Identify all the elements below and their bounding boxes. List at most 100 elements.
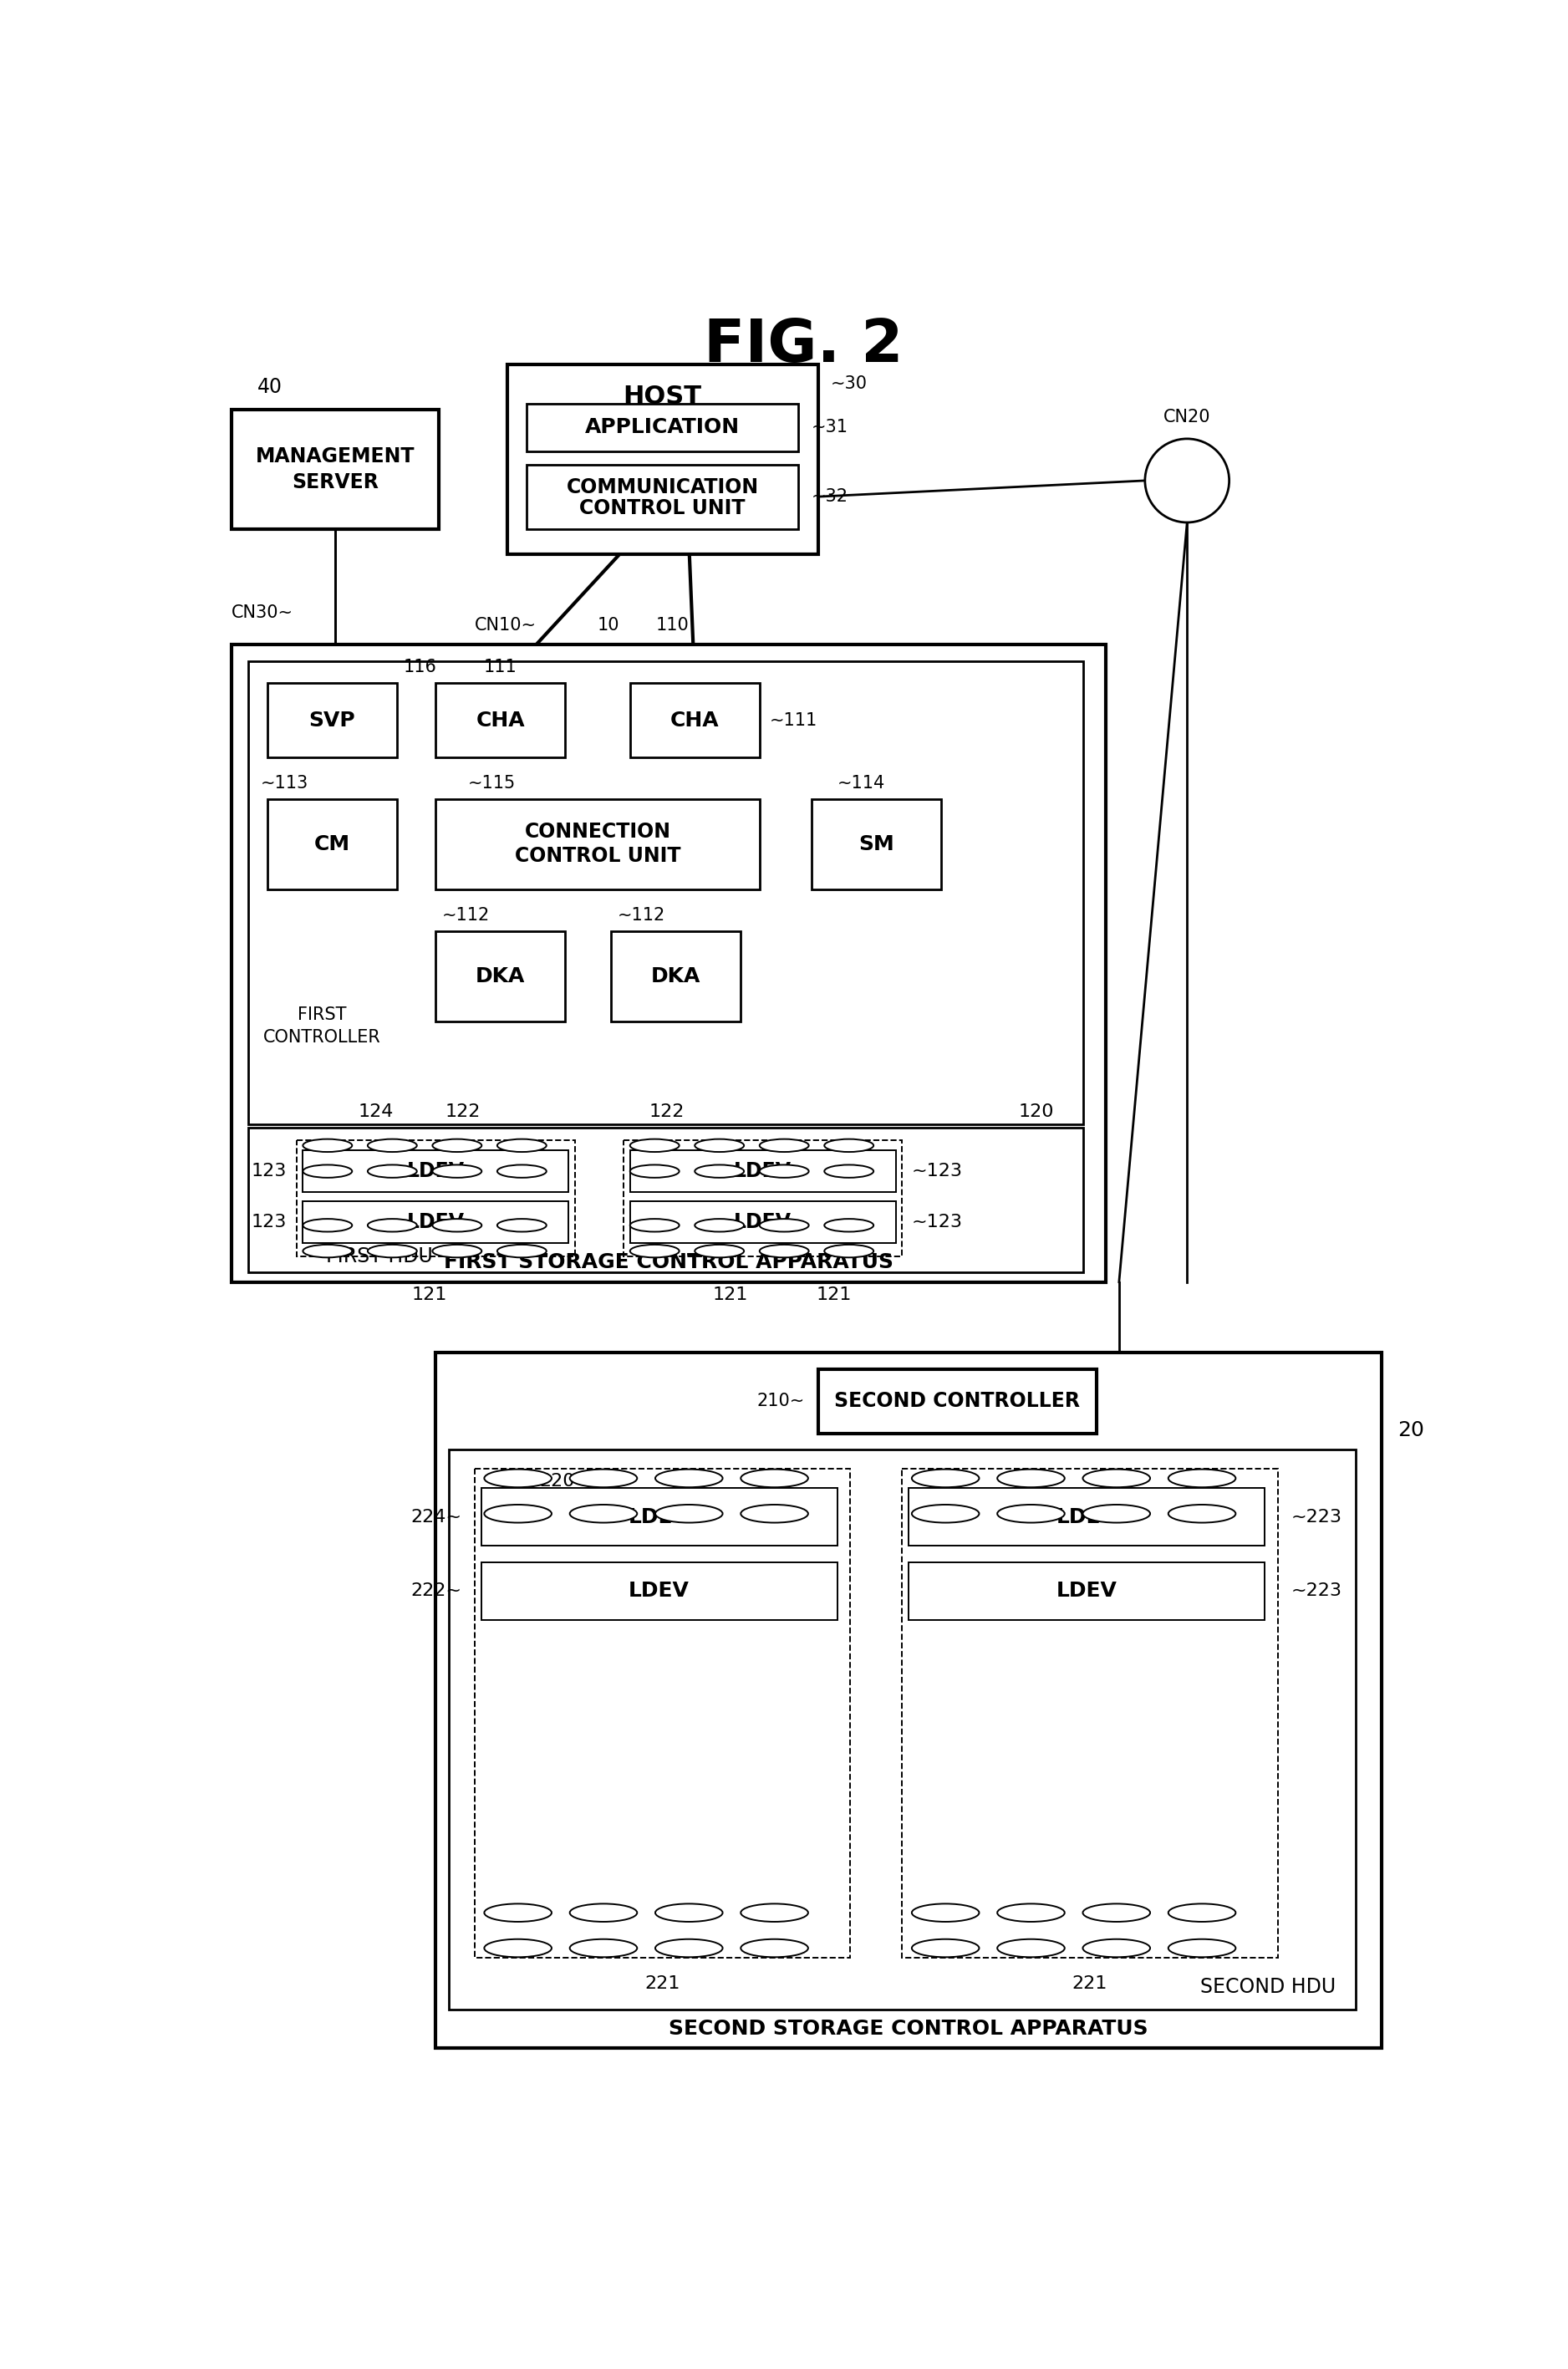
- Ellipse shape: [1083, 1504, 1151, 1523]
- Text: CM: CM: [314, 834, 350, 855]
- Ellipse shape: [497, 1139, 546, 1151]
- Ellipse shape: [759, 1166, 809, 1177]
- Text: CN10~: CN10~: [475, 616, 536, 635]
- Ellipse shape: [569, 1905, 637, 1921]
- Bar: [436, 682, 564, 758]
- Text: ~223: ~223: [1290, 1509, 1342, 1526]
- Text: 221: 221: [644, 1976, 681, 1992]
- Ellipse shape: [485, 1940, 552, 1957]
- Ellipse shape: [569, 1504, 637, 1523]
- Ellipse shape: [1168, 1504, 1236, 1523]
- Text: 110: 110: [655, 616, 688, 635]
- Ellipse shape: [825, 1220, 873, 1232]
- Ellipse shape: [825, 1244, 873, 1258]
- Text: SERVER: SERVER: [292, 471, 379, 493]
- Text: APPLICATION: APPLICATION: [585, 417, 740, 438]
- Ellipse shape: [433, 1220, 481, 1232]
- Text: CHA: CHA: [477, 711, 525, 730]
- Ellipse shape: [433, 1166, 481, 1177]
- Text: 220: 220: [539, 1474, 575, 1490]
- Text: ~123: ~123: [911, 1163, 963, 1180]
- Ellipse shape: [497, 1166, 546, 1177]
- Bar: [232, 410, 439, 528]
- Ellipse shape: [433, 1139, 481, 1151]
- Ellipse shape: [997, 1504, 1065, 1523]
- Text: 121: 121: [411, 1286, 447, 1303]
- Ellipse shape: [303, 1166, 353, 1177]
- Text: LDEV: LDEV: [406, 1161, 464, 1182]
- Text: 116: 116: [403, 659, 436, 675]
- Text: 224~: 224~: [411, 1509, 461, 1526]
- Text: ~112: ~112: [442, 907, 489, 924]
- Text: FIG. 2: FIG. 2: [704, 317, 903, 374]
- Text: ~114: ~114: [837, 775, 884, 791]
- Ellipse shape: [695, 1166, 743, 1177]
- Bar: [436, 1353, 1381, 2047]
- Ellipse shape: [911, 1469, 978, 1488]
- Text: LDEV: LDEV: [734, 1213, 792, 1232]
- Text: 122: 122: [445, 1104, 481, 1121]
- Bar: [303, 1149, 569, 1192]
- Text: CN20: CN20: [1163, 410, 1210, 426]
- Ellipse shape: [367, 1166, 417, 1177]
- Bar: [481, 1488, 837, 1547]
- Text: LDEV: LDEV: [734, 1161, 792, 1182]
- Text: SVP: SVP: [309, 711, 356, 730]
- Text: CONNECTION: CONNECTION: [524, 822, 671, 841]
- Bar: [527, 403, 798, 452]
- Ellipse shape: [303, 1220, 353, 1232]
- Text: 122: 122: [649, 1104, 685, 1121]
- Text: ~31: ~31: [811, 419, 848, 436]
- Bar: [475, 1469, 850, 1957]
- Ellipse shape: [655, 1504, 723, 1523]
- Ellipse shape: [1083, 1940, 1151, 1957]
- Text: 111: 111: [485, 659, 517, 675]
- Circle shape: [1145, 438, 1229, 524]
- Text: ~113: ~113: [260, 775, 309, 791]
- Text: CONTROLLER: CONTROLLER: [263, 1028, 381, 1045]
- Text: ~223: ~223: [1290, 1582, 1342, 1599]
- Ellipse shape: [911, 1905, 978, 1921]
- Bar: [248, 1128, 1083, 1272]
- Bar: [481, 1561, 837, 1620]
- Ellipse shape: [1168, 1940, 1236, 1957]
- Ellipse shape: [740, 1469, 808, 1488]
- Bar: [630, 1149, 895, 1192]
- Ellipse shape: [740, 1940, 808, 1957]
- Ellipse shape: [740, 1504, 808, 1523]
- Text: 210~: 210~: [757, 1393, 804, 1410]
- Ellipse shape: [695, 1244, 743, 1258]
- Ellipse shape: [1168, 1905, 1236, 1921]
- Text: DKA: DKA: [475, 967, 525, 986]
- Ellipse shape: [485, 1504, 552, 1523]
- Text: 120: 120: [1019, 1104, 1054, 1121]
- Text: LDEV: LDEV: [629, 1580, 690, 1601]
- Text: FIRST STORAGE CONTROL APPARATUS: FIRST STORAGE CONTROL APPARATUS: [444, 1253, 894, 1272]
- Text: CONTROL UNIT: CONTROL UNIT: [580, 497, 745, 519]
- Text: HOST: HOST: [622, 384, 701, 410]
- Text: LDEV: LDEV: [1057, 1507, 1116, 1528]
- Ellipse shape: [825, 1139, 873, 1151]
- Bar: [527, 464, 798, 528]
- Ellipse shape: [1083, 1905, 1151, 1921]
- Text: 221: 221: [1073, 1976, 1107, 1992]
- Text: DKA: DKA: [651, 967, 701, 986]
- Bar: [232, 644, 1105, 1282]
- Text: SECOND CONTROLLER: SECOND CONTROLLER: [834, 1391, 1080, 1412]
- Ellipse shape: [997, 1940, 1065, 1957]
- Text: COMMUNICATION: COMMUNICATION: [566, 476, 759, 497]
- Text: FIRST: FIRST: [298, 1007, 347, 1023]
- Ellipse shape: [367, 1244, 417, 1258]
- Ellipse shape: [433, 1244, 481, 1258]
- Text: LDEV: LDEV: [406, 1213, 464, 1232]
- Bar: [436, 931, 564, 1021]
- Bar: [448, 1450, 1355, 2009]
- Text: 10: 10: [597, 616, 619, 635]
- Text: MANAGEMENT: MANAGEMENT: [256, 445, 416, 467]
- Text: SECOND HDU: SECOND HDU: [1201, 1976, 1336, 1997]
- Ellipse shape: [997, 1905, 1065, 1921]
- Ellipse shape: [655, 1905, 723, 1921]
- Text: 40: 40: [257, 377, 282, 398]
- Ellipse shape: [695, 1139, 743, 1151]
- Text: 123: 123: [251, 1213, 287, 1232]
